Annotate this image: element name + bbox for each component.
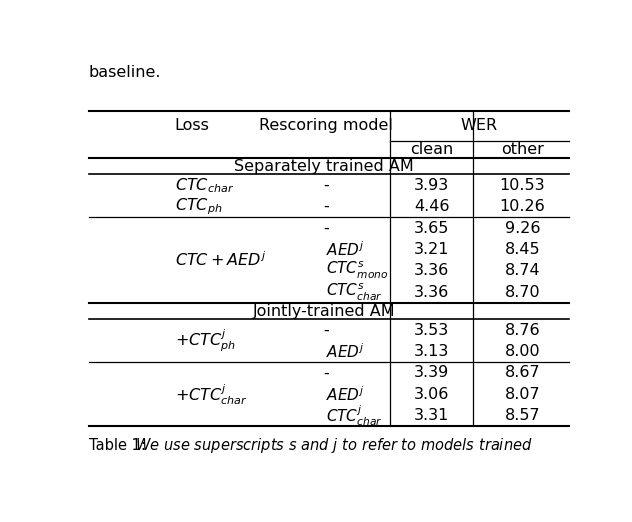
Text: $\mathit{CTC^{s}_{mono}}$: $\mathit{CTC^{s}_{mono}}$ [326, 260, 389, 281]
Text: 8.70: 8.70 [504, 285, 540, 300]
Text: 3.21: 3.21 [414, 242, 449, 257]
Text: Loss: Loss [174, 118, 209, 133]
Text: $\mathit{CTC_{char}}$: $\mathit{CTC_{char}}$ [174, 176, 234, 195]
Text: Table 1:: Table 1: [88, 438, 150, 453]
Text: 4.46: 4.46 [414, 199, 449, 214]
Text: 8.45: 8.45 [504, 242, 540, 257]
Text: $\mathit{CTC^{s}_{char}}$: $\mathit{CTC^{s}_{char}}$ [326, 282, 383, 303]
Text: 3.06: 3.06 [414, 387, 449, 402]
Text: Separately trained AM: Separately trained AM [234, 159, 414, 174]
Text: $\mathit{+ CTC^{j}_{ph}}$: $\mathit{+ CTC^{j}_{ph}}$ [174, 327, 236, 354]
Text: -: - [324, 177, 329, 193]
Text: 3.93: 3.93 [414, 177, 449, 193]
Text: 10.53: 10.53 [499, 177, 545, 193]
Text: $\mathit{+ CTC^{j}_{char}}$: $\mathit{+ CTC^{j}_{char}}$ [174, 382, 247, 407]
Text: 8.74: 8.74 [504, 263, 540, 278]
Text: -: - [324, 323, 329, 338]
Text: $\mathit{CTC + AED^{j}}$: $\mathit{CTC + AED^{j}}$ [174, 251, 266, 269]
Text: $\mathit{AED^{j}}$: $\mathit{AED^{j}}$ [326, 342, 365, 361]
Text: $\mathit{CTC^{j}_{char}}$: $\mathit{CTC^{j}_{char}}$ [326, 404, 383, 428]
Text: 9.26: 9.26 [504, 220, 540, 235]
Text: 8.07: 8.07 [504, 387, 540, 402]
Text: 3.36: 3.36 [414, 263, 449, 278]
Text: -: - [324, 199, 329, 214]
Text: other: other [501, 142, 544, 157]
Text: -: - [324, 365, 329, 381]
Text: 3.39: 3.39 [414, 365, 449, 381]
Text: 8.00: 8.00 [504, 344, 540, 359]
Text: -: - [324, 220, 329, 235]
Text: 3.36: 3.36 [414, 285, 449, 300]
Text: WER: WER [461, 118, 498, 133]
Text: baseline.: baseline. [88, 65, 161, 80]
Text: clean: clean [410, 142, 453, 157]
Text: 10.26: 10.26 [499, 199, 545, 214]
Text: $\mathit{CTC_{ph}}$: $\mathit{CTC_{ph}}$ [174, 196, 222, 217]
Text: Rescoring model: Rescoring model [259, 118, 393, 133]
Text: Jointly-trained AM: Jointly-trained AM [253, 304, 395, 318]
Text: 3.13: 3.13 [414, 344, 449, 359]
Text: 8.67: 8.67 [504, 365, 540, 381]
Text: 3.31: 3.31 [414, 408, 449, 423]
Text: $\it{We\ use\ superscripts\ s\ and\ j\ to\ refer\ to\ models\ trained}$: $\it{We\ use\ superscripts\ s\ and\ j\ t… [135, 436, 533, 455]
Text: 8.57: 8.57 [504, 408, 540, 423]
Text: $\mathit{AED^{j}}$: $\mathit{AED^{j}}$ [326, 240, 365, 259]
Text: 8.76: 8.76 [504, 323, 540, 338]
Text: $\mathit{AED^{j}}$: $\mathit{AED^{j}}$ [326, 385, 365, 404]
Text: 3.65: 3.65 [414, 220, 449, 235]
Text: 3.53: 3.53 [414, 323, 449, 338]
